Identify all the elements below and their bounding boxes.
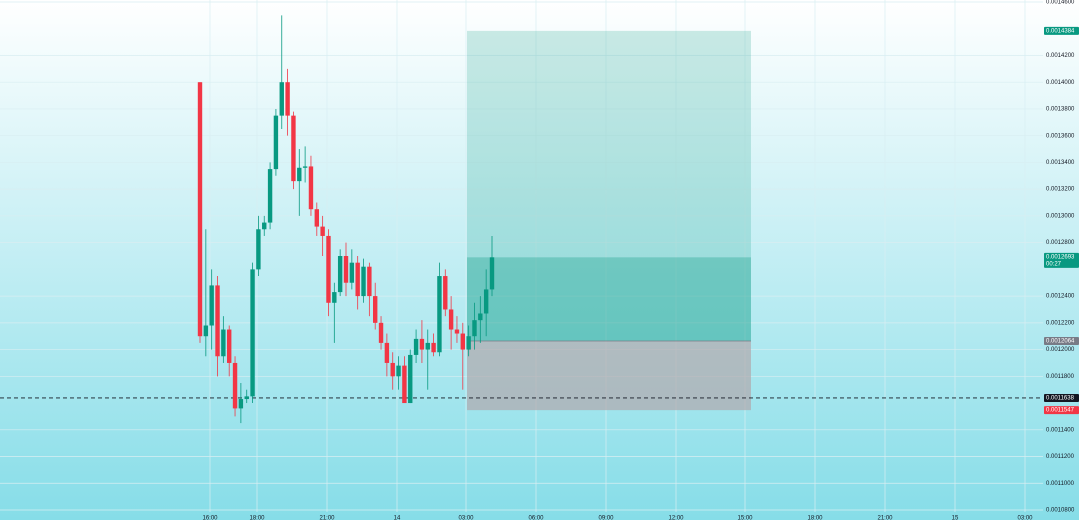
candle-body	[209, 285, 214, 326]
candle-body	[343, 256, 349, 283]
candle-body	[203, 325, 209, 337]
candle-body	[431, 342, 436, 353]
x-tick-label: 06:00	[528, 516, 544, 520]
candle-body	[472, 320, 477, 337]
y-tick-label: 0.0011200	[1046, 454, 1075, 460]
x-tick-label: 12:00	[668, 516, 684, 520]
candle-body	[297, 167, 302, 182]
candle-body	[355, 262, 360, 297]
candle-body	[262, 222, 267, 230]
candle-body	[349, 262, 355, 283]
profit-zone	[467, 30, 751, 342]
price-badge	[1044, 26, 1079, 35]
candle-body	[238, 399, 244, 409]
candle-body	[390, 362, 395, 377]
y-tick-label: 0.0013200	[1046, 187, 1075, 193]
candle-body	[326, 235, 331, 303]
candle-body	[332, 292, 337, 303]
x-tick-label: 15:00	[737, 516, 753, 520]
y-tick-label: 0.0011400	[1046, 427, 1075, 433]
candle-body	[373, 296, 378, 323]
candle-body	[384, 342, 390, 363]
x-tick-label: 18:00	[249, 516, 265, 520]
candle-body	[320, 226, 325, 236]
candle-body	[215, 285, 220, 357]
y-tick-label: 0.0012400	[1046, 294, 1075, 300]
y-tick-label: 0.0014600	[1046, 0, 1075, 6]
candle-body	[197, 82, 203, 337]
candle-body	[232, 362, 238, 409]
y-tick-label: 0.0013000	[1046, 213, 1075, 219]
candle-body	[443, 276, 448, 310]
candle-body	[425, 342, 430, 350]
candle-body	[302, 166, 308, 168]
price-badge-label: 0.0011638	[1046, 396, 1075, 402]
price-badge-label: 0.0011547	[1046, 408, 1075, 414]
candle-body	[437, 276, 442, 353]
candle-body	[221, 329, 226, 357]
candle-body	[250, 269, 255, 397]
price-badge	[1044, 406, 1079, 415]
price-badge-label: 0.0012693	[1046, 255, 1075, 261]
price-badge	[1044, 252, 1079, 268]
candle-body	[478, 313, 483, 321]
candle-body	[489, 257, 495, 290]
candle-body	[244, 396, 249, 400]
candle-body	[408, 354, 413, 404]
candle-body	[227, 329, 232, 363]
candle-body	[460, 333, 465, 350]
candle-body	[483, 289, 489, 314]
candle-body	[413, 338, 419, 355]
candle-body	[291, 115, 296, 182]
price-badge	[1044, 337, 1079, 346]
candle-body	[308, 166, 314, 210]
profit-filled	[467, 257, 751, 342]
y-tick-label: 0.0013600	[1046, 133, 1075, 139]
y-tick-label: 0.0013800	[1046, 107, 1075, 113]
y-tick-label: 0.0011000	[1046, 481, 1075, 487]
x-tick-label: 09:00	[598, 516, 614, 520]
y-tick-label: 0.0011800	[1046, 374, 1075, 380]
y-tick-label: 0.0014000	[1046, 80, 1075, 86]
candle-body	[285, 82, 290, 116]
candle-body	[466, 336, 471, 350]
y-tick-label: 0.0012000	[1046, 347, 1075, 353]
candle-body	[361, 266, 366, 297]
y-tick-label: 0.0014200	[1046, 53, 1075, 59]
x-tick-label: 14	[394, 516, 401, 520]
candle-body	[454, 329, 460, 334]
candle-body	[419, 338, 425, 350]
x-tick-label: 15	[952, 516, 959, 520]
candle-body	[256, 229, 261, 270]
candle-body	[396, 365, 401, 377]
y-tick-label: 0.0012200	[1046, 320, 1075, 326]
y-tick-label: 0.0012800	[1046, 240, 1075, 246]
candle-body	[279, 82, 284, 116]
countdown-label: 00:27	[1046, 262, 1062, 268]
x-tick-label: 18:00	[807, 516, 823, 520]
y-tick-label: 0.0010800	[1046, 508, 1075, 514]
price-badge-label: 0.0012064	[1046, 339, 1075, 345]
x-tick-label: 16:00	[202, 516, 218, 520]
candle-body	[402, 365, 407, 404]
candle-body	[367, 266, 372, 297]
x-tick-label: 21:00	[877, 516, 893, 520]
x-tick-label: 03:00	[1017, 516, 1033, 520]
x-tick-label: 21:00	[319, 516, 335, 520]
candle-body	[448, 309, 454, 330]
loss-zone	[467, 341, 751, 411]
price-badge-label: 0.0014384	[1046, 28, 1075, 34]
candle-body	[314, 209, 319, 227]
y-tick-label: 0.0013400	[1046, 160, 1075, 166]
candle-body	[267, 169, 273, 223]
candle-body	[273, 115, 279, 170]
candle-body	[337, 256, 343, 293]
price-badge	[1044, 393, 1079, 402]
candle-body	[378, 322, 384, 343]
x-tick-label: 03:00	[458, 516, 474, 520]
